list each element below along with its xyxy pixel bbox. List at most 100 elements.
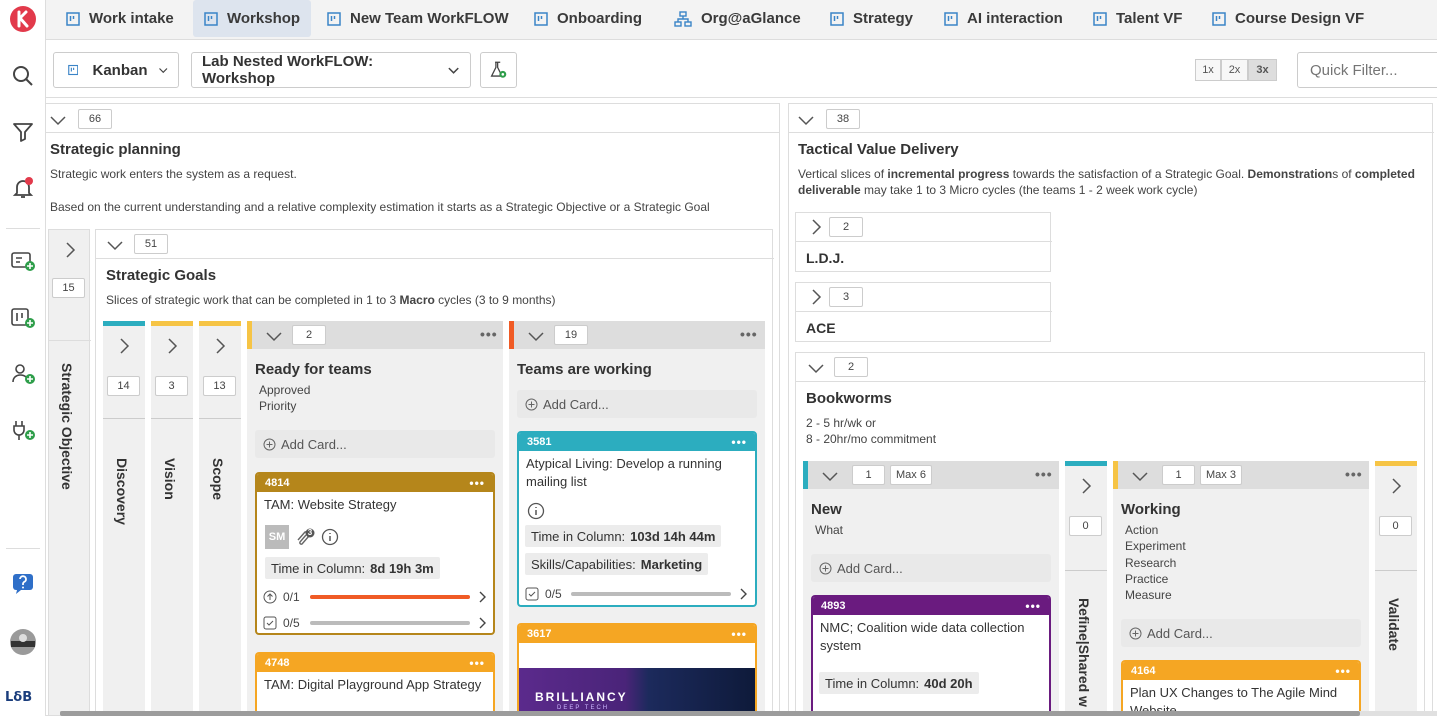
tab-work-intake[interactable]: Work intake: [56, 0, 180, 37]
chevron-down-icon[interactable]: [107, 237, 123, 253]
horizontal-scrollbar[interactable]: [60, 711, 1437, 716]
lane-description: Slices of strategic work that can be com…: [106, 293, 556, 307]
more-icon[interactable]: •••: [469, 476, 485, 490]
filter-icon[interactable]: [7, 116, 39, 148]
more-icon[interactable]: •••: [469, 656, 485, 670]
chevron-right-icon[interactable]: [739, 587, 749, 601]
tab-course-design-vf[interactable]: Course Design VF: [1212, 0, 1364, 37]
ace-swimlane[interactable]: 3 ACE: [795, 282, 1052, 342]
tab-workshop[interactable]: Workshop: [193, 0, 311, 37]
more-icon[interactable]: •••: [731, 435, 747, 449]
tab-new-team-workflow[interactable]: New Team WorkFLOW: [326, 0, 509, 37]
card-title: NMC; Coalition wide data collection syst…: [820, 620, 1025, 653]
zoom-2x-button[interactable]: 2x: [1221, 59, 1248, 81]
chevron-right-icon[interactable]: [1388, 478, 1404, 494]
lane-title: Tactical Value Delivery: [798, 141, 959, 158]
board-selector[interactable]: Lab Nested WorkFLOW: Workshop: [191, 52, 471, 88]
column-subtitle: Experiment: [1125, 539, 1186, 553]
board-tabs: Work intake Workshop New Team WorkFLOW O…: [46, 0, 1437, 40]
tab-onboarding[interactable]: Onboarding: [534, 0, 642, 37]
time-in-column: Time in Column: 8d 19h 3m: [265, 557, 440, 579]
card-3617[interactable]: 3617 ••• BRILLIANCY DEEP TECH: [517, 623, 757, 716]
validate-column[interactable]: 0 Validate: [1375, 461, 1417, 716]
chevron-right-icon[interactable]: [62, 242, 78, 258]
tab-org-at-a-glance[interactable]: Org@aGlance: [674, 0, 801, 37]
brand-lab-logo: LδB: [5, 690, 33, 705]
swimlane-title: Bookworms: [806, 390, 892, 407]
add-board-icon[interactable]: [7, 302, 39, 334]
add-card-button[interactable]: Add Card...: [255, 430, 495, 458]
card-4748[interactable]: 4748 ••• TAM: Digital Playground App Stra…: [255, 652, 495, 716]
add-card-button[interactable]: Add Card...: [811, 554, 1051, 582]
quick-filter-input[interactable]: [1297, 52, 1437, 88]
add-card-icon[interactable]: [7, 245, 39, 277]
chevron-down-icon[interactable]: [798, 112, 814, 128]
swimlane-title: ACE: [806, 320, 836, 336]
chevron-right-icon[interactable]: [478, 590, 488, 604]
ldj-swimlane[interactable]: 2 L.D.J.: [795, 212, 1052, 272]
scope-column[interactable]: 13 Scope: [199, 321, 241, 716]
card-4893[interactable]: 4893 ••• NMC; Coalition wide data collect…: [811, 595, 1051, 716]
chevron-down-icon[interactable]: [266, 328, 282, 344]
chevron-right-icon[interactable]: [1078, 478, 1094, 494]
chevron-down-icon[interactable]: [822, 468, 838, 484]
more-icon[interactable]: •••: [740, 326, 758, 342]
chevron-down-icon[interactable]: [808, 360, 824, 376]
more-icon[interactable]: •••: [480, 326, 498, 342]
more-icon[interactable]: •••: [731, 627, 747, 641]
tab-talent-vf[interactable]: Talent VF: [1093, 0, 1182, 37]
help-icon[interactable]: [7, 568, 39, 600]
progress-track: [310, 595, 470, 599]
kanbanize-logo-icon[interactable]: [7, 3, 39, 35]
chevron-down-icon[interactable]: [1132, 468, 1148, 484]
checklist-count: 0/5: [283, 616, 300, 630]
notifications-bell-icon[interactable]: [7, 172, 39, 204]
zoom-3x-button[interactable]: 3x: [1248, 59, 1277, 81]
user-avatar[interactable]: [7, 626, 39, 658]
chevron-right-icon[interactable]: [808, 219, 824, 235]
avatar[interactable]: SM: [265, 525, 289, 549]
chevron-down-icon[interactable]: [50, 112, 66, 128]
tab-strategy[interactable]: Strategy: [830, 0, 913, 37]
org-chart-icon: [674, 10, 692, 27]
column-title: Ready for teams: [255, 361, 372, 378]
column-subtitle: Action: [1125, 523, 1159, 537]
more-icon[interactable]: •••: [1025, 599, 1041, 613]
more-icon[interactable]: •••: [1345, 466, 1363, 482]
zoom-1x-button[interactable]: 1x: [1195, 59, 1221, 81]
column-title: New: [811, 501, 842, 518]
strategic-objective-column[interactable]: 15 Strategic Objective: [48, 229, 91, 716]
lab-settings-button[interactable]: [480, 52, 517, 88]
attachment-icon[interactable]: [295, 528, 317, 546]
chevron-right-icon[interactable]: [116, 338, 132, 354]
view-selector[interactable]: Kanban: [53, 52, 179, 88]
chevron-right-icon[interactable]: [164, 338, 180, 354]
vision-column[interactable]: 3 Vision: [151, 321, 193, 716]
board-icon: [944, 11, 958, 26]
more-icon[interactable]: •••: [1335, 664, 1351, 678]
info-icon[interactable]: [321, 528, 339, 546]
board-icon: [327, 11, 341, 26]
card-count: 3: [829, 287, 863, 307]
info-icon[interactable]: [527, 502, 545, 520]
card-4164[interactable]: 4164 ••• Plan UX Changes to The Agile Min…: [1121, 660, 1361, 716]
tab-ai-interaction[interactable]: AI interaction: [944, 0, 1063, 37]
add-card-button[interactable]: Add Card...: [1121, 619, 1361, 647]
checklist-icon: [263, 616, 277, 630]
chevron-down-icon[interactable]: [528, 328, 544, 344]
chevron-right-icon[interactable]: [478, 616, 488, 630]
chevron-right-icon[interactable]: [212, 338, 228, 354]
more-icon[interactable]: •••: [1035, 466, 1053, 482]
board-icon: [204, 11, 218, 26]
chevron-right-icon[interactable]: [808, 289, 824, 305]
card-4814[interactable]: 4814 ••• TAM: Website Strategy SM 3 Time …: [255, 472, 495, 635]
card-3581[interactable]: 3581 ••• Atypical Living: Develop a runni…: [517, 431, 757, 607]
discovery-column[interactable]: 14 Discovery: [103, 321, 145, 716]
add-card-button[interactable]: Add Card...: [517, 390, 757, 418]
card-cover-image: BRILLIANCY DEEP TECH: [519, 668, 755, 716]
search-icon[interactable]: [7, 60, 39, 92]
refine-shared-column[interactable]: 0 Refine|Shared w: [1065, 461, 1107, 716]
add-integration-icon[interactable]: [7, 414, 39, 446]
board-icon: [1093, 11, 1107, 26]
add-user-icon[interactable]: [7, 358, 39, 390]
